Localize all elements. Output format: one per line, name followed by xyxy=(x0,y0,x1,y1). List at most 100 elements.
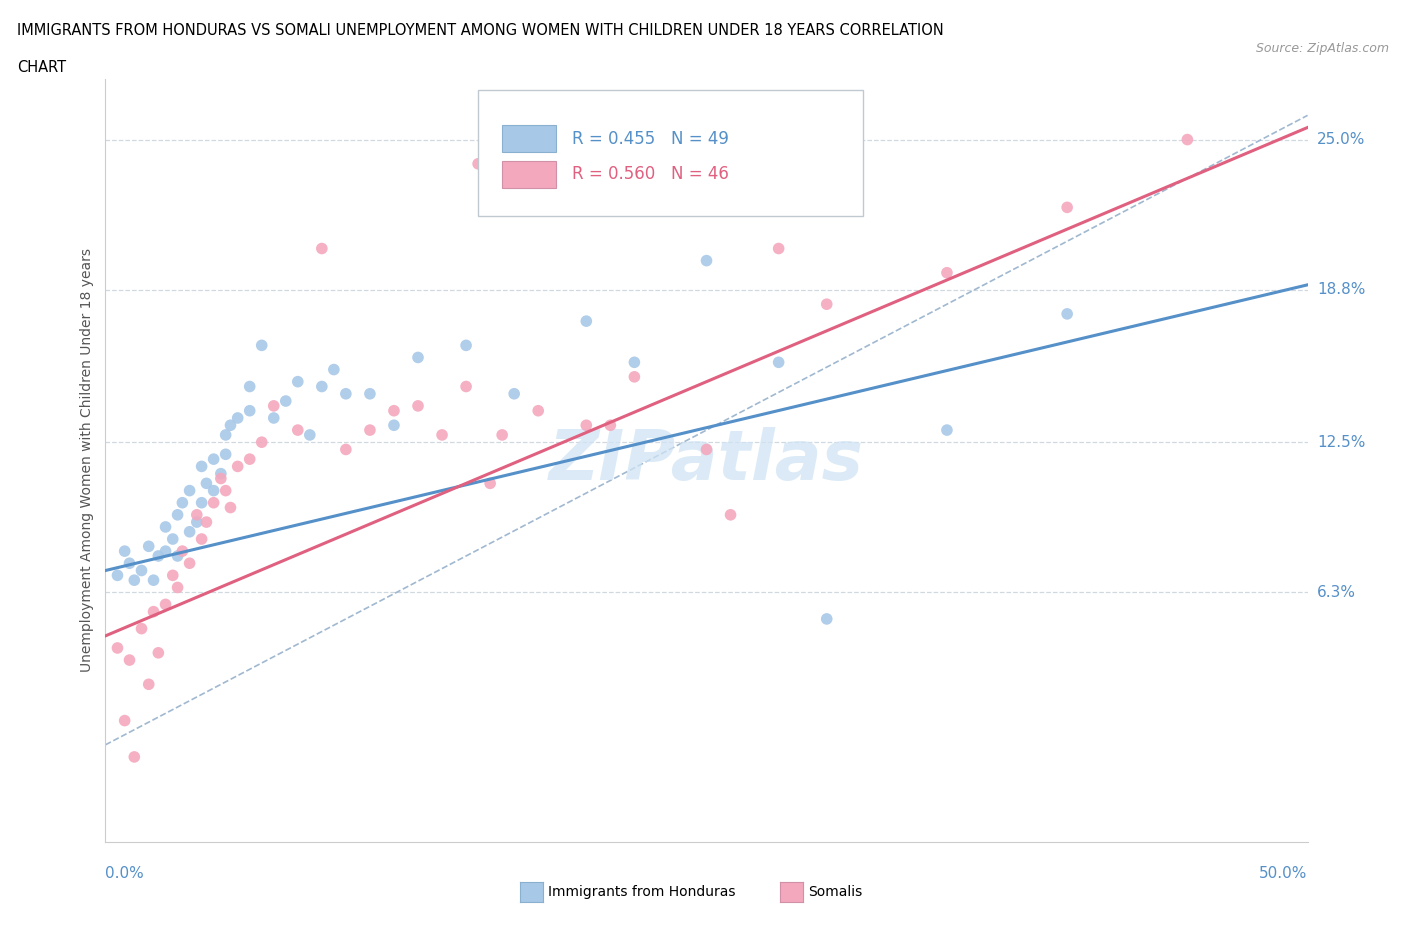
Text: 12.5%: 12.5% xyxy=(1317,434,1365,450)
Point xyxy=(131,621,153,636)
Point xyxy=(186,508,208,523)
Text: 6.3%: 6.3% xyxy=(1317,585,1357,600)
Point xyxy=(155,544,177,559)
Text: CHART: CHART xyxy=(17,60,66,75)
Point xyxy=(274,393,297,408)
Point xyxy=(263,398,285,413)
Point xyxy=(382,404,405,418)
Text: Source: ZipAtlas.com: Source: ZipAtlas.com xyxy=(1256,42,1389,55)
Point xyxy=(214,484,236,498)
Point xyxy=(287,422,309,437)
Text: 18.8%: 18.8% xyxy=(1317,282,1365,298)
Point xyxy=(124,750,146,764)
Point xyxy=(214,446,236,461)
Point xyxy=(406,398,429,413)
Bar xyxy=(502,125,557,153)
Point xyxy=(114,544,136,559)
Point xyxy=(406,350,429,365)
Point xyxy=(467,156,489,171)
Point xyxy=(202,484,225,498)
Point xyxy=(263,410,285,425)
Point xyxy=(936,265,959,280)
Point xyxy=(430,428,453,443)
Point xyxy=(142,604,165,619)
Point xyxy=(107,641,129,656)
Point xyxy=(720,508,742,523)
Point xyxy=(1175,132,1198,147)
Point xyxy=(298,428,321,443)
Point xyxy=(226,459,249,474)
FancyBboxPatch shape xyxy=(478,90,863,217)
Point xyxy=(382,418,405,432)
Point xyxy=(118,556,141,571)
Point xyxy=(479,476,502,491)
Point xyxy=(209,472,232,486)
Point xyxy=(142,573,165,588)
Point xyxy=(226,410,249,425)
Point xyxy=(190,532,212,547)
Point xyxy=(454,338,477,352)
Text: 0.0%: 0.0% xyxy=(105,866,145,881)
Point xyxy=(527,404,550,418)
Point xyxy=(768,241,790,256)
Point xyxy=(815,297,838,312)
Bar xyxy=(502,161,557,188)
Text: R = 0.455   N = 49: R = 0.455 N = 49 xyxy=(572,129,728,148)
Point xyxy=(209,466,232,481)
Point xyxy=(768,355,790,370)
Point xyxy=(172,496,194,511)
Point xyxy=(162,568,184,583)
Point xyxy=(172,544,194,559)
Point xyxy=(155,597,177,612)
Point xyxy=(124,573,146,588)
Point xyxy=(1056,307,1078,322)
Point xyxy=(214,428,236,443)
Text: ZIPatlas: ZIPatlas xyxy=(548,427,865,494)
Point xyxy=(190,459,212,474)
Point xyxy=(155,520,177,535)
Point xyxy=(250,338,273,352)
Point xyxy=(239,379,262,394)
Point xyxy=(190,496,212,511)
Point xyxy=(575,313,598,328)
Point xyxy=(575,418,598,432)
Point xyxy=(696,253,718,268)
Point xyxy=(491,428,513,443)
Point xyxy=(186,514,208,529)
Point xyxy=(359,386,381,401)
Point xyxy=(138,677,160,692)
Point xyxy=(179,484,201,498)
Text: IMMIGRANTS FROM HONDURAS VS SOMALI UNEMPLOYMENT AMONG WOMEN WITH CHILDREN UNDER : IMMIGRANTS FROM HONDURAS VS SOMALI UNEMP… xyxy=(17,23,943,38)
Text: R = 0.560   N = 46: R = 0.560 N = 46 xyxy=(572,166,728,183)
Y-axis label: Unemployment Among Women with Children Under 18 years: Unemployment Among Women with Children U… xyxy=(80,248,94,672)
Point xyxy=(322,362,344,377)
Point xyxy=(311,241,333,256)
Point xyxy=(166,580,188,595)
Point xyxy=(623,369,645,384)
Point xyxy=(1056,200,1078,215)
Point xyxy=(114,713,136,728)
Point xyxy=(219,500,242,515)
Point xyxy=(335,386,357,401)
Point xyxy=(239,452,262,467)
Point xyxy=(202,452,225,467)
Point xyxy=(359,422,381,437)
Point xyxy=(239,404,262,418)
Point xyxy=(202,496,225,511)
Text: 25.0%: 25.0% xyxy=(1317,132,1365,147)
Point xyxy=(148,645,170,660)
Text: 50.0%: 50.0% xyxy=(1260,866,1308,881)
Point xyxy=(454,379,477,394)
Point xyxy=(311,379,333,394)
Point xyxy=(623,355,645,370)
Point xyxy=(250,434,273,449)
Point xyxy=(166,508,188,523)
Point xyxy=(335,442,357,457)
Point xyxy=(166,549,188,564)
Point xyxy=(138,538,160,553)
Point xyxy=(148,549,170,564)
Point xyxy=(696,442,718,457)
Point xyxy=(815,612,838,627)
Point xyxy=(107,568,129,583)
Point xyxy=(503,386,526,401)
